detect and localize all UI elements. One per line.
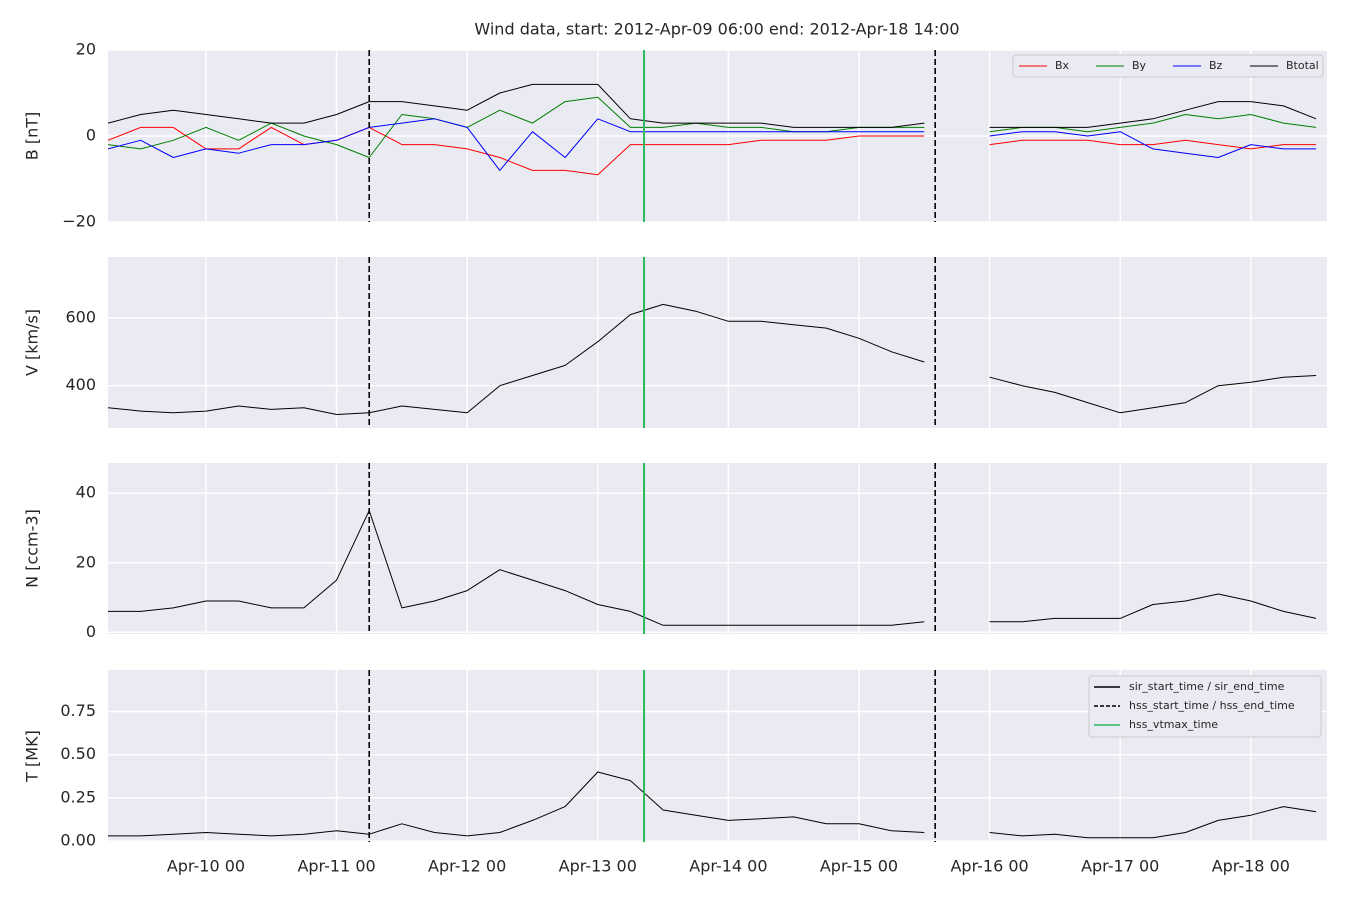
y-tick-label: 0.00 [60,831,96,850]
y-tick-label: 20 [76,40,96,59]
x-tick-label: Apr-10 00 [167,857,245,876]
series-line [108,303,1317,415]
legend-label: Btotal [1286,59,1319,72]
plot-background [108,463,1327,634]
x-tick-label: Apr-15 00 [820,857,898,876]
y-tick-label: 0.75 [60,701,96,720]
y-tick-label: 600 [65,307,96,326]
legend-label: sir_start_time / sir_end_time [1129,680,1285,693]
x-tick-label: Apr-12 00 [428,857,506,876]
chart-title: Wind data, start: 2012-Apr-09 06:00 end:… [474,20,959,39]
plot-background [108,257,1327,428]
y-tick-label: −20 [62,212,96,231]
series-line [108,118,1317,171]
legend-label: hss_vtmax_time [1129,718,1218,731]
y-axis-label: B [nT] [23,112,42,160]
y-tick-label: 20 [76,552,96,571]
legend-label: hss_start_time / hss_end_time [1129,699,1295,712]
y-axis-label: V [km/s] [23,309,42,376]
legend-label: Bx [1055,59,1070,72]
legend-label: Bz [1209,59,1223,72]
x-tick-label: Apr-16 00 [950,857,1028,876]
y-axis-label: T [MK] [23,730,42,783]
legend-label: By [1132,59,1147,72]
x-tick-label: Apr-17 00 [1081,857,1159,876]
plot-area [108,257,1327,428]
y-tick-label: 400 [65,375,96,394]
series-line [108,771,1317,839]
y-tick-label: 0 [86,126,96,145]
series-line [108,510,1317,626]
legend-box [1088,675,1322,738]
y-tick-label: 0.50 [60,744,96,763]
legend-box [1012,54,1324,78]
series-line [108,83,1317,128]
series-line [108,126,1317,176]
x-tick-label: Apr-14 00 [689,857,767,876]
y-tick-label: 0.25 [60,787,96,806]
x-tick-label: Apr-13 00 [559,857,637,876]
plot-area [108,463,1327,634]
y-tick-label: 0 [86,622,96,641]
y-tick-label: 40 [76,483,96,502]
x-tick-label: Apr-11 00 [297,857,375,876]
plot-area [108,50,1327,222]
y-axis-label: N [ccm-3] [23,509,42,588]
x-tick-label: Apr-18 00 [1212,857,1290,876]
